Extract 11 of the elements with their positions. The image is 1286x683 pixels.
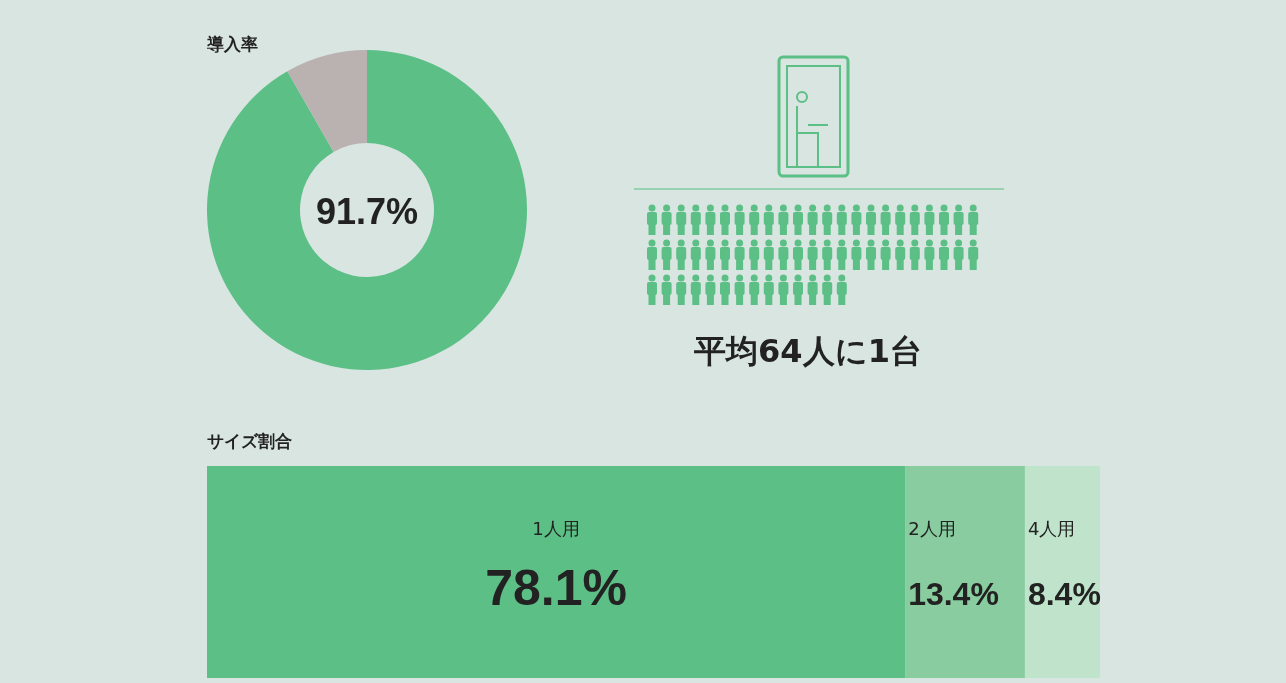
data-label: 91.7% [315,191,419,232]
chart-title: 導入率 [206,34,258,54]
data-label: 78.1% [485,560,627,616]
chart-title: サイズ割合 [207,431,292,451]
donut-slice [287,50,367,152]
text: 平均64人に1台 [693,332,922,370]
series-label: 1人用 [532,518,580,539]
data-label: 13.4% [908,576,999,612]
series-label: 2人用 [908,518,956,539]
series-label: 4人用 [1027,518,1076,539]
data-label: 8.4% [1027,576,1101,612]
